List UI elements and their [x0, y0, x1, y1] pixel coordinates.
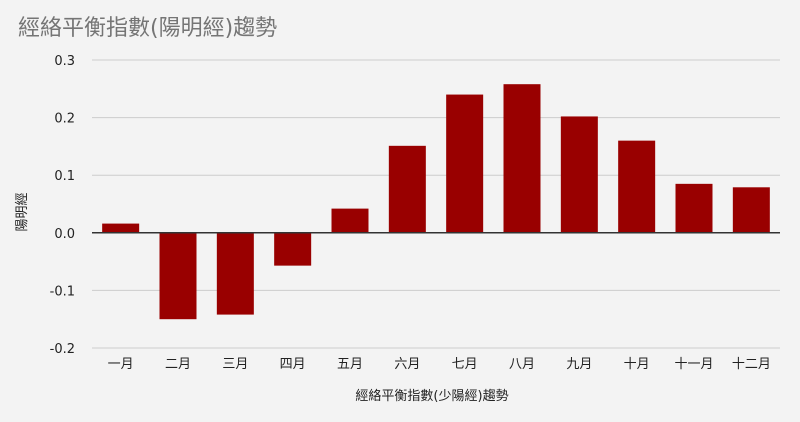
- bar: [560, 116, 598, 233]
- x-tick-label: 一月: [108, 357, 134, 372]
- bar: [331, 208, 369, 233]
- x-tick-label: 四月: [280, 357, 306, 372]
- y-tick-label: -0.1: [50, 284, 75, 299]
- x-tick-label: 二月: [165, 357, 191, 372]
- grid-lines: [92, 59, 780, 349]
- x-tick-label: 十月: [624, 357, 650, 372]
- bar: [274, 232, 312, 266]
- x-tick-label: 三月: [222, 357, 248, 372]
- y-tick-label: -0.2: [50, 342, 75, 357]
- x-tick-label: 九月: [566, 357, 592, 372]
- bar: [618, 140, 656, 233]
- x-tick-label: 八月: [509, 357, 535, 372]
- x-tick-label: 十二月: [732, 357, 771, 372]
- x-tick-label: 十一月: [674, 357, 713, 372]
- y-tick-labels: -0.2 -0.1 0.0 0.1 0.2 0.3: [50, 54, 75, 357]
- bars: [102, 84, 770, 320]
- bar: [732, 187, 770, 233]
- x-tick-label: 七月: [452, 357, 478, 372]
- x-tick-label: 五月: [337, 357, 363, 372]
- chart-title: 經絡平衡指數(陽明經)趨勢: [18, 16, 277, 41]
- bar: [388, 145, 426, 233]
- y-axis-title: 陽明經: [15, 192, 30, 231]
- y-tick-label: 0.3: [54, 54, 75, 69]
- bar: [102, 223, 140, 233]
- bar: [446, 94, 484, 233]
- y-tick-label: 0.0: [54, 227, 75, 242]
- x-axis-title: 經絡平衡指數(少陽經)趨勢: [355, 388, 508, 404]
- bar: [503, 84, 541, 233]
- bar: [159, 232, 197, 320]
- y-tick-label: 0.1: [54, 169, 75, 184]
- x-tick-label: 六月: [394, 357, 420, 372]
- x-tick-labels: 一月 二月 三月 四月 五月 六月 七月 八月 九月 十月 十一月 十二月: [108, 357, 771, 372]
- bar: [675, 183, 713, 233]
- y-tick-label: 0.2: [54, 112, 75, 127]
- bar: [216, 232, 254, 315]
